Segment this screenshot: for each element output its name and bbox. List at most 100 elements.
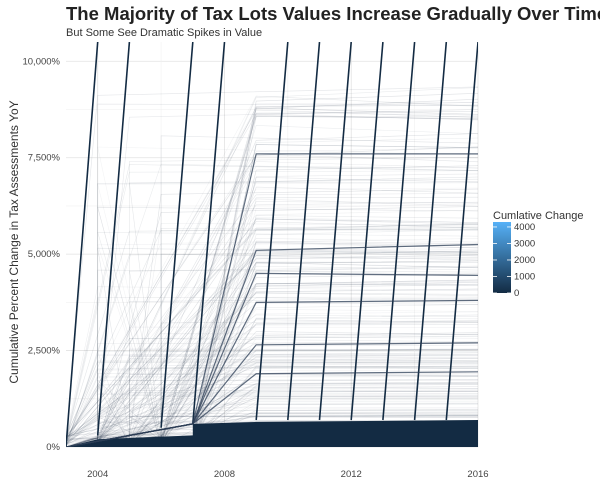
x-tick-label: 2008 xyxy=(214,469,235,480)
series-line-1 xyxy=(96,42,131,436)
background-lot-line xyxy=(66,365,478,447)
series-line-0 xyxy=(66,42,99,447)
x-tick-label: 2012 xyxy=(341,469,362,480)
background-lot-line xyxy=(66,269,478,447)
series-line-5 xyxy=(287,42,321,421)
background-lot-line xyxy=(66,416,478,447)
background-lot-line xyxy=(66,286,478,447)
background-lot-line xyxy=(66,336,478,447)
background-lot-line xyxy=(66,420,478,447)
background-lot-line xyxy=(66,358,478,447)
legend-tick-label: 2000 xyxy=(514,255,535,266)
background-lot-line xyxy=(66,170,478,447)
background-lot-line xyxy=(66,254,478,447)
background-lot-line xyxy=(66,379,478,447)
background-lot-line xyxy=(66,95,478,447)
series-lines xyxy=(66,42,478,447)
series-line-4 xyxy=(255,42,289,421)
background-lot-line xyxy=(66,394,478,447)
y-tick-label: 7,500% xyxy=(28,153,61,164)
background-lot-line xyxy=(66,238,478,447)
background-lot-line xyxy=(66,380,478,447)
background-lot-line xyxy=(66,336,478,447)
series-line-10 xyxy=(445,42,478,421)
background-lot-line xyxy=(66,283,478,447)
legend-colorbar xyxy=(493,222,511,293)
background-lot-line xyxy=(66,363,478,447)
background-lot-line xyxy=(66,365,478,447)
background-lot-line xyxy=(66,229,478,447)
background-lot-line xyxy=(66,147,478,447)
chart-subtitle: But Some See Dramatic Spikes in Value xyxy=(66,27,263,39)
background-lot-line xyxy=(66,408,478,447)
background-lot-line xyxy=(66,350,478,447)
background-lot-line xyxy=(66,113,478,447)
background-lot-line xyxy=(66,249,478,447)
background-lot-line xyxy=(66,366,478,447)
x-tick-label: 2004 xyxy=(87,469,108,480)
background-lot-line xyxy=(66,354,478,447)
background-lot-line xyxy=(66,302,478,447)
background-lot-line xyxy=(66,386,478,447)
background-lot-line xyxy=(66,390,478,447)
background-lot-line xyxy=(66,324,478,447)
background-lot-line xyxy=(66,366,478,447)
y-tick-label: 2,500% xyxy=(28,346,61,357)
background-lot-line xyxy=(66,319,478,447)
x-tick-label: 2016 xyxy=(467,469,488,480)
dense-band xyxy=(66,420,478,447)
background-lot-line xyxy=(66,250,478,447)
legend: Cumlative Change 0 1000 2000 3000 4000 xyxy=(493,210,584,299)
background-lot-line xyxy=(66,376,478,447)
background-lot-line xyxy=(66,209,478,447)
background-lot-line xyxy=(66,164,478,447)
y-tick-label: 10,000% xyxy=(22,56,60,67)
background-lot-line xyxy=(66,389,478,447)
legend-tick-label: 0 xyxy=(514,288,519,299)
series-line-3 xyxy=(192,42,226,424)
background-lot-line xyxy=(66,109,478,447)
y-tick-label: 5,000% xyxy=(28,249,61,260)
background-lot-line xyxy=(66,314,478,447)
background-lot-line xyxy=(66,193,478,447)
legend-tick-label: 3000 xyxy=(514,238,535,249)
background-lot-line xyxy=(66,403,478,447)
background-lot-line xyxy=(66,360,478,447)
y-tick-label: 0% xyxy=(46,442,60,453)
background-lot-line xyxy=(66,353,478,447)
background-lot-line xyxy=(66,296,478,447)
chart-title: The Majority of Tax Lots Values Increase… xyxy=(66,3,600,24)
background-lot-line xyxy=(66,297,478,447)
background-lot-line xyxy=(66,361,478,447)
background-lot-line xyxy=(66,153,478,447)
series-line-8 xyxy=(382,42,416,421)
legend-tick-label: 1000 xyxy=(514,271,535,282)
background-lot-line xyxy=(66,251,478,447)
background-lot-line xyxy=(66,281,478,447)
series-line-16 xyxy=(66,371,478,447)
background-lot-line xyxy=(66,341,478,447)
background-lot-line xyxy=(66,161,478,447)
background-lot-line xyxy=(66,374,478,447)
background-lot-line xyxy=(66,250,478,447)
background-lot-line xyxy=(66,338,478,447)
series-line-9 xyxy=(413,42,448,421)
series-line-7 xyxy=(350,42,384,421)
background-lot-line xyxy=(66,146,478,447)
density-band xyxy=(66,420,478,447)
background-lot-line xyxy=(66,104,478,447)
series-line-6 xyxy=(318,42,352,421)
background-lot-line xyxy=(66,86,478,447)
axis-ticks: 0% 2,500% 5,000% 7,500% 10,000% 2004 2008 2012 2… xyxy=(22,56,488,480)
legend-title: Cumlative Change xyxy=(493,210,584,222)
background-lot-line xyxy=(66,369,478,447)
legend-tick-label: 4000 xyxy=(514,222,535,233)
background-lot-line xyxy=(66,403,478,447)
background-lot-line xyxy=(66,395,478,447)
background-lot-line xyxy=(66,109,478,447)
background-lot-line xyxy=(66,187,478,447)
background-lot-line xyxy=(66,333,478,447)
background-lot-line xyxy=(66,107,478,447)
series-line-2 xyxy=(160,42,194,428)
